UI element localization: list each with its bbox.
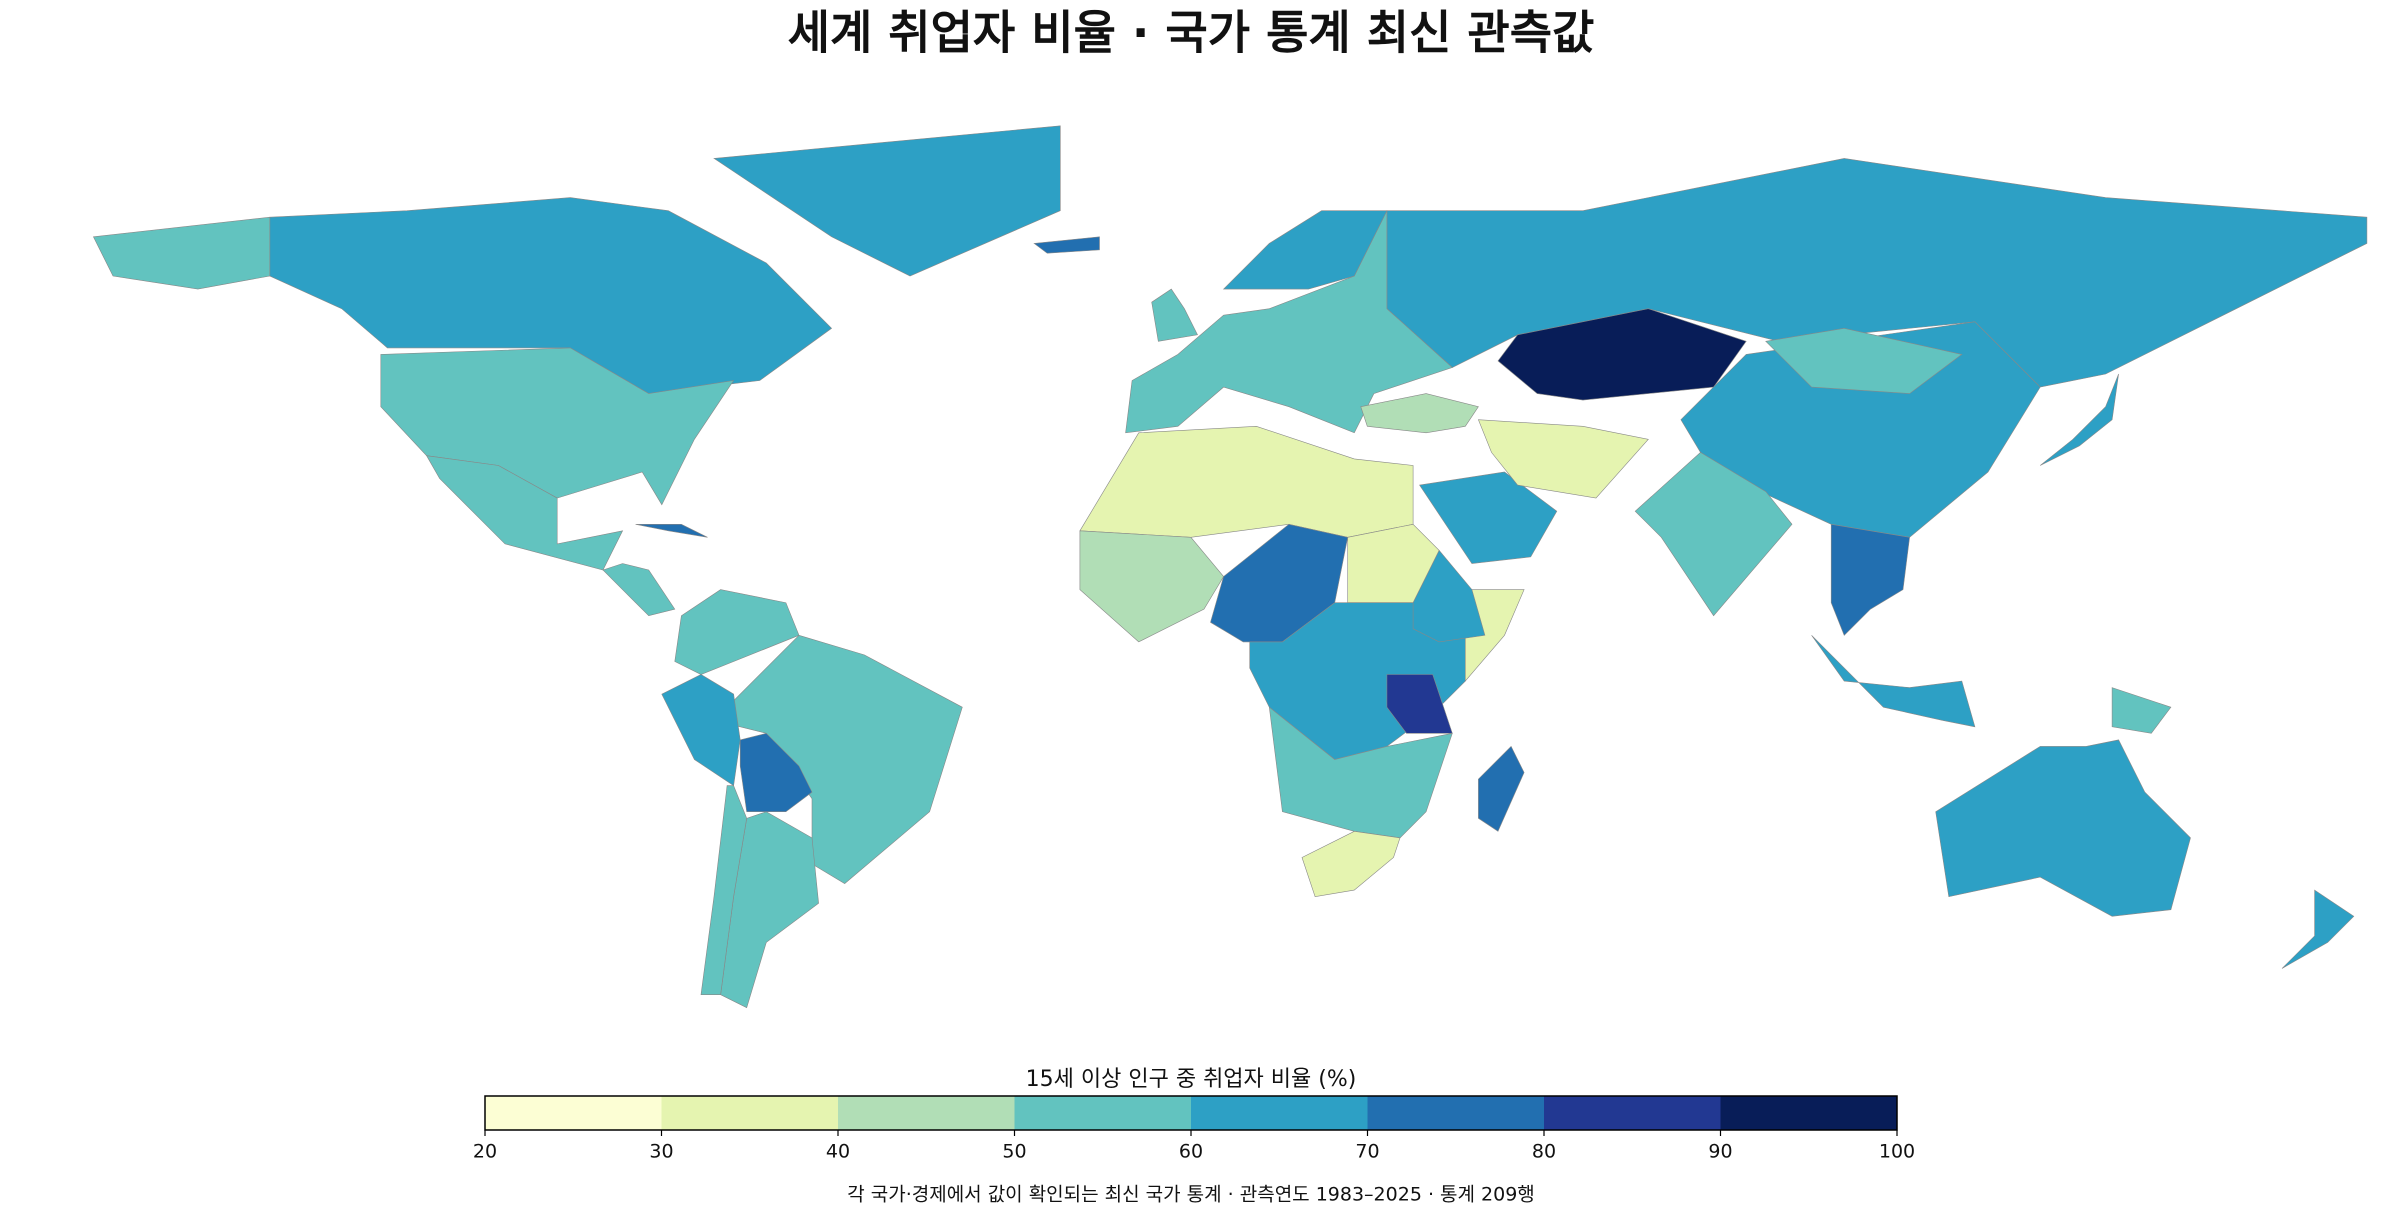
colorbar-bin — [485, 1096, 662, 1130]
country — [1478, 745, 1525, 832]
country — [661, 674, 741, 787]
country — [2040, 373, 2119, 466]
colorbar-label: 15세 이상 인구 중 취업자 비율 (%) — [1026, 1067, 1357, 1092]
country — [1935, 739, 2191, 917]
country — [1419, 471, 1558, 564]
country — [1765, 327, 1963, 394]
title: 세계 취업자 비율 · 국가 통계 최신 관측값 — [788, 6, 1595, 60]
colorbar-bin — [838, 1096, 1015, 1130]
country — [92, 216, 271, 290]
colorbar-bin — [1544, 1096, 1721, 1130]
country — [1125, 210, 1453, 434]
colorbar-bin — [1191, 1096, 1368, 1130]
country — [1079, 425, 1414, 538]
country — [2111, 687, 2172, 734]
country — [635, 523, 708, 538]
country — [1811, 635, 1976, 728]
country — [602, 563, 676, 617]
country — [426, 455, 624, 571]
colorbar-bin — [1720, 1096, 1897, 1130]
country — [1830, 523, 1910, 636]
country — [1033, 236, 1100, 254]
country — [1386, 674, 1453, 734]
country — [269, 197, 833, 394]
colorbar: 20 30 40 50 60 70 80 90 100 — [473, 1095, 1915, 1163]
country — [1360, 393, 1479, 434]
country — [713, 125, 1061, 277]
colorbar-tick-label: 30 — [649, 1141, 673, 1163]
country — [1222, 210, 1388, 290]
colorbar-tick-label: 40 — [826, 1141, 850, 1163]
country — [2281, 889, 2355, 969]
country — [1079, 530, 1224, 643]
colorbar-tick-label: 70 — [1355, 1141, 1379, 1163]
colorbar-bin — [661, 1096, 838, 1130]
country — [1301, 830, 1401, 898]
country — [1151, 288, 1198, 342]
country — [1412, 549, 1486, 643]
country — [1634, 452, 1793, 617]
colorbar-tick-label: 80 — [1532, 1141, 1556, 1163]
country — [674, 589, 800, 675]
country — [739, 732, 813, 813]
colorbar-bin — [1367, 1096, 1544, 1130]
country — [1497, 308, 1747, 401]
colorbar-tick-label: 60 — [1179, 1141, 1203, 1163]
country — [1386, 158, 2368, 388]
footnote: 각 국가·경제에서 값이 확인되는 최신 국가 통계 · 관측연도 1983–2… — [847, 1184, 1535, 1206]
country — [700, 785, 748, 996]
country — [1465, 589, 1525, 682]
country — [1268, 706, 1453, 839]
country — [380, 347, 735, 506]
colorbar-tick-label: 100 — [1879, 1141, 1915, 1163]
colorbar-tick-label: 50 — [1002, 1141, 1026, 1163]
colorbar-tick-label: 90 — [1708, 1141, 1732, 1163]
country — [1477, 419, 1649, 499]
map — [92, 125, 2368, 1009]
colorbar-tick-label: 20 — [473, 1141, 497, 1163]
colorbar-bin — [1014, 1096, 1191, 1130]
